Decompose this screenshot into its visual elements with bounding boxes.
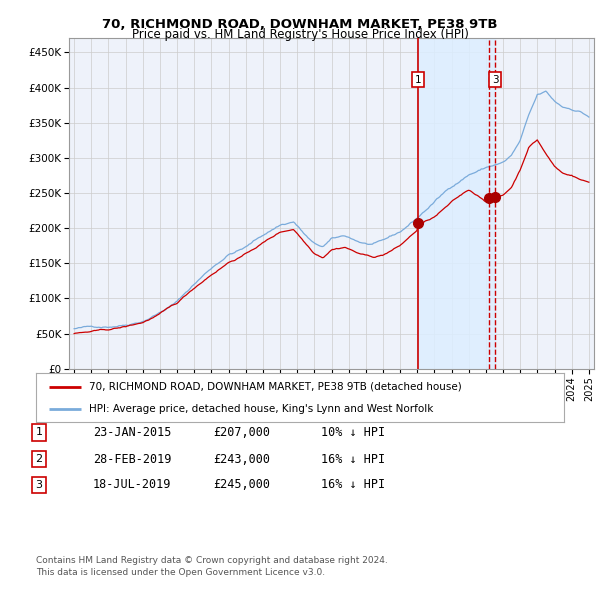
Text: 1: 1 <box>415 75 422 84</box>
Text: 1: 1 <box>35 428 43 437</box>
Text: £243,000: £243,000 <box>213 453 270 466</box>
Text: 16% ↓ HPI: 16% ↓ HPI <box>321 478 385 491</box>
Bar <box>418 38 496 369</box>
Text: 23-JAN-2015: 23-JAN-2015 <box>93 426 172 439</box>
Text: £207,000: £207,000 <box>213 426 270 439</box>
Text: This data is licensed under the Open Government Licence v3.0.: This data is licensed under the Open Gov… <box>36 568 325 577</box>
Text: 18-JUL-2019: 18-JUL-2019 <box>93 478 172 491</box>
Text: HPI: Average price, detached house, King's Lynn and West Norfolk: HPI: Average price, detached house, King… <box>89 404 433 414</box>
Text: £245,000: £245,000 <box>213 478 270 491</box>
Text: 2: 2 <box>35 454 43 464</box>
Text: Contains HM Land Registry data © Crown copyright and database right 2024.: Contains HM Land Registry data © Crown c… <box>36 556 388 565</box>
Text: 3: 3 <box>492 75 499 84</box>
Text: 10% ↓ HPI: 10% ↓ HPI <box>321 426 385 439</box>
Text: 28-FEB-2019: 28-FEB-2019 <box>93 453 172 466</box>
Text: Price paid vs. HM Land Registry's House Price Index (HPI): Price paid vs. HM Land Registry's House … <box>131 28 469 41</box>
Text: 70, RICHMOND ROAD, DOWNHAM MARKET, PE38 9TB: 70, RICHMOND ROAD, DOWNHAM MARKET, PE38 … <box>102 18 498 31</box>
Text: 3: 3 <box>35 480 43 490</box>
Text: 16% ↓ HPI: 16% ↓ HPI <box>321 453 385 466</box>
Text: 70, RICHMOND ROAD, DOWNHAM MARKET, PE38 9TB (detached house): 70, RICHMOND ROAD, DOWNHAM MARKET, PE38 … <box>89 382 461 392</box>
